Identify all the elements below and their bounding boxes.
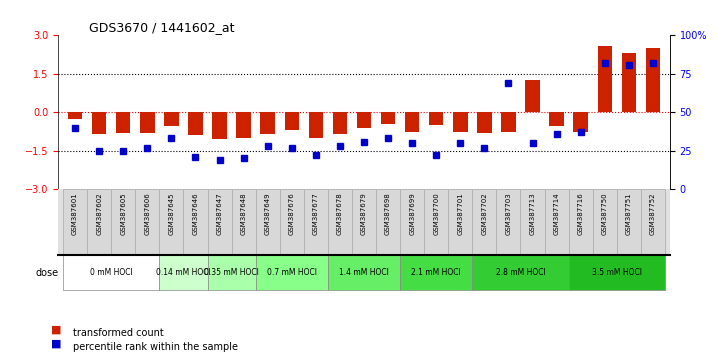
Text: GSM387649: GSM387649 bbox=[265, 193, 271, 235]
FancyBboxPatch shape bbox=[617, 189, 641, 255]
Text: transformed count: transformed count bbox=[73, 328, 164, 338]
FancyBboxPatch shape bbox=[472, 189, 496, 255]
Text: GDS3670 / 1441602_at: GDS3670 / 1441602_at bbox=[89, 21, 234, 34]
Text: GSM387602: GSM387602 bbox=[96, 193, 102, 235]
FancyBboxPatch shape bbox=[232, 189, 256, 255]
Text: 0.14 mM HOCl: 0.14 mM HOCl bbox=[156, 268, 211, 277]
Text: 3.5 mM HOCl: 3.5 mM HOCl bbox=[592, 268, 642, 277]
Bar bbox=[213, 112, 226, 139]
Text: 0.7 mM HOCl: 0.7 mM HOCl bbox=[266, 268, 317, 277]
FancyBboxPatch shape bbox=[304, 189, 328, 255]
Text: GSM387701: GSM387701 bbox=[457, 193, 463, 235]
Text: ■: ■ bbox=[51, 325, 61, 335]
Bar bbox=[68, 112, 82, 119]
FancyBboxPatch shape bbox=[63, 255, 159, 290]
Bar bbox=[598, 46, 612, 112]
FancyBboxPatch shape bbox=[207, 189, 232, 255]
Bar bbox=[165, 112, 178, 126]
Bar bbox=[381, 112, 395, 124]
Text: GSM387714: GSM387714 bbox=[553, 193, 560, 235]
Text: GSM387700: GSM387700 bbox=[433, 193, 439, 235]
Text: GSM387606: GSM387606 bbox=[144, 193, 150, 235]
Bar bbox=[309, 112, 323, 138]
FancyBboxPatch shape bbox=[328, 189, 352, 255]
Text: GSM387679: GSM387679 bbox=[361, 193, 367, 235]
FancyBboxPatch shape bbox=[135, 189, 159, 255]
FancyBboxPatch shape bbox=[424, 189, 448, 255]
FancyBboxPatch shape bbox=[593, 189, 617, 255]
Text: GSM387648: GSM387648 bbox=[241, 193, 247, 235]
Bar bbox=[189, 112, 202, 135]
FancyBboxPatch shape bbox=[545, 189, 569, 255]
Text: GSM387677: GSM387677 bbox=[313, 193, 319, 235]
Text: ■: ■ bbox=[51, 339, 61, 349]
Bar bbox=[92, 112, 106, 134]
Text: GSM387678: GSM387678 bbox=[337, 193, 343, 235]
Bar bbox=[646, 48, 660, 112]
FancyBboxPatch shape bbox=[328, 255, 400, 290]
Text: GSM387702: GSM387702 bbox=[481, 193, 487, 235]
FancyBboxPatch shape bbox=[352, 189, 376, 255]
FancyBboxPatch shape bbox=[521, 189, 545, 255]
Text: GSM387752: GSM387752 bbox=[650, 193, 656, 235]
FancyBboxPatch shape bbox=[111, 189, 135, 255]
FancyBboxPatch shape bbox=[87, 189, 111, 255]
Text: 2.8 mM HOCl: 2.8 mM HOCl bbox=[496, 268, 545, 277]
FancyBboxPatch shape bbox=[256, 255, 328, 290]
Text: GSM387750: GSM387750 bbox=[602, 193, 608, 235]
FancyBboxPatch shape bbox=[496, 189, 521, 255]
FancyBboxPatch shape bbox=[280, 189, 304, 255]
Text: 2.1 mM HOCl: 2.1 mM HOCl bbox=[411, 268, 461, 277]
Bar bbox=[502, 112, 515, 132]
FancyBboxPatch shape bbox=[472, 255, 569, 290]
Bar bbox=[261, 112, 275, 134]
Text: GSM387703: GSM387703 bbox=[505, 193, 512, 235]
Text: GSM387605: GSM387605 bbox=[120, 193, 126, 235]
Text: GSM387716: GSM387716 bbox=[578, 193, 584, 235]
Text: dose: dose bbox=[35, 268, 58, 278]
Bar bbox=[357, 112, 371, 128]
Text: 0.35 mM HOCl: 0.35 mM HOCl bbox=[204, 268, 259, 277]
FancyBboxPatch shape bbox=[400, 189, 424, 255]
FancyBboxPatch shape bbox=[159, 255, 207, 290]
FancyBboxPatch shape bbox=[159, 189, 183, 255]
Text: percentile rank within the sample: percentile rank within the sample bbox=[73, 342, 238, 352]
Bar bbox=[405, 112, 419, 132]
FancyBboxPatch shape bbox=[569, 189, 593, 255]
FancyBboxPatch shape bbox=[641, 189, 665, 255]
FancyBboxPatch shape bbox=[569, 255, 665, 290]
Bar bbox=[574, 112, 588, 132]
Text: 1.4 mM HOCl: 1.4 mM HOCl bbox=[339, 268, 389, 277]
Bar bbox=[453, 112, 467, 132]
FancyBboxPatch shape bbox=[400, 255, 472, 290]
FancyBboxPatch shape bbox=[63, 189, 87, 255]
Bar bbox=[237, 112, 251, 138]
FancyBboxPatch shape bbox=[207, 255, 256, 290]
Bar bbox=[333, 112, 347, 134]
Bar bbox=[285, 112, 299, 130]
Text: GSM387751: GSM387751 bbox=[626, 193, 632, 235]
Text: GSM387601: GSM387601 bbox=[72, 193, 78, 235]
Bar bbox=[526, 80, 539, 112]
Bar bbox=[550, 112, 563, 126]
Text: 0 mM HOCl: 0 mM HOCl bbox=[90, 268, 132, 277]
Bar bbox=[477, 112, 491, 133]
FancyBboxPatch shape bbox=[256, 189, 280, 255]
Text: GSM387646: GSM387646 bbox=[192, 193, 199, 235]
Bar bbox=[116, 112, 130, 133]
Text: GSM387699: GSM387699 bbox=[409, 193, 415, 235]
Text: GSM387676: GSM387676 bbox=[289, 193, 295, 235]
Text: GSM387647: GSM387647 bbox=[216, 193, 223, 235]
Bar bbox=[429, 112, 443, 125]
FancyBboxPatch shape bbox=[376, 189, 400, 255]
Text: GSM387698: GSM387698 bbox=[385, 193, 391, 235]
Bar bbox=[140, 112, 154, 133]
Bar bbox=[622, 53, 636, 112]
FancyBboxPatch shape bbox=[448, 189, 472, 255]
Text: GSM387713: GSM387713 bbox=[529, 193, 536, 235]
FancyBboxPatch shape bbox=[183, 189, 207, 255]
Text: GSM387645: GSM387645 bbox=[168, 193, 175, 235]
